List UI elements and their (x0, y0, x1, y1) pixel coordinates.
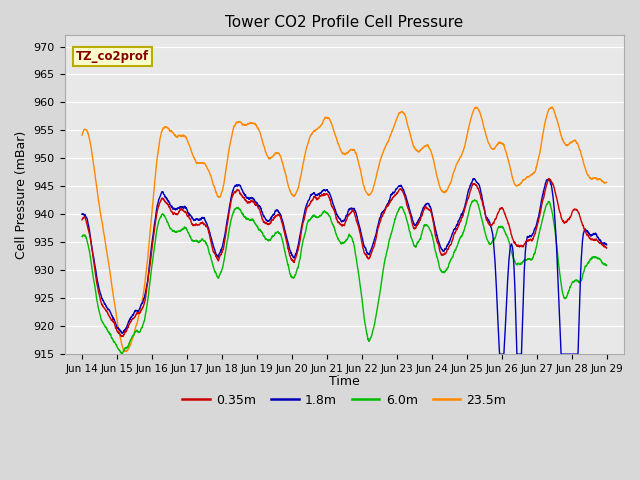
Title: Tower CO2 Profile Cell Pressure: Tower CO2 Profile Cell Pressure (225, 15, 463, 30)
Y-axis label: Cell Pressure (mBar): Cell Pressure (mBar) (15, 131, 28, 259)
X-axis label: Time: Time (329, 375, 360, 388)
Text: TZ_co2prof: TZ_co2prof (76, 49, 149, 63)
Legend: 0.35m, 1.8m, 6.0m, 23.5m: 0.35m, 1.8m, 6.0m, 23.5m (177, 389, 511, 412)
